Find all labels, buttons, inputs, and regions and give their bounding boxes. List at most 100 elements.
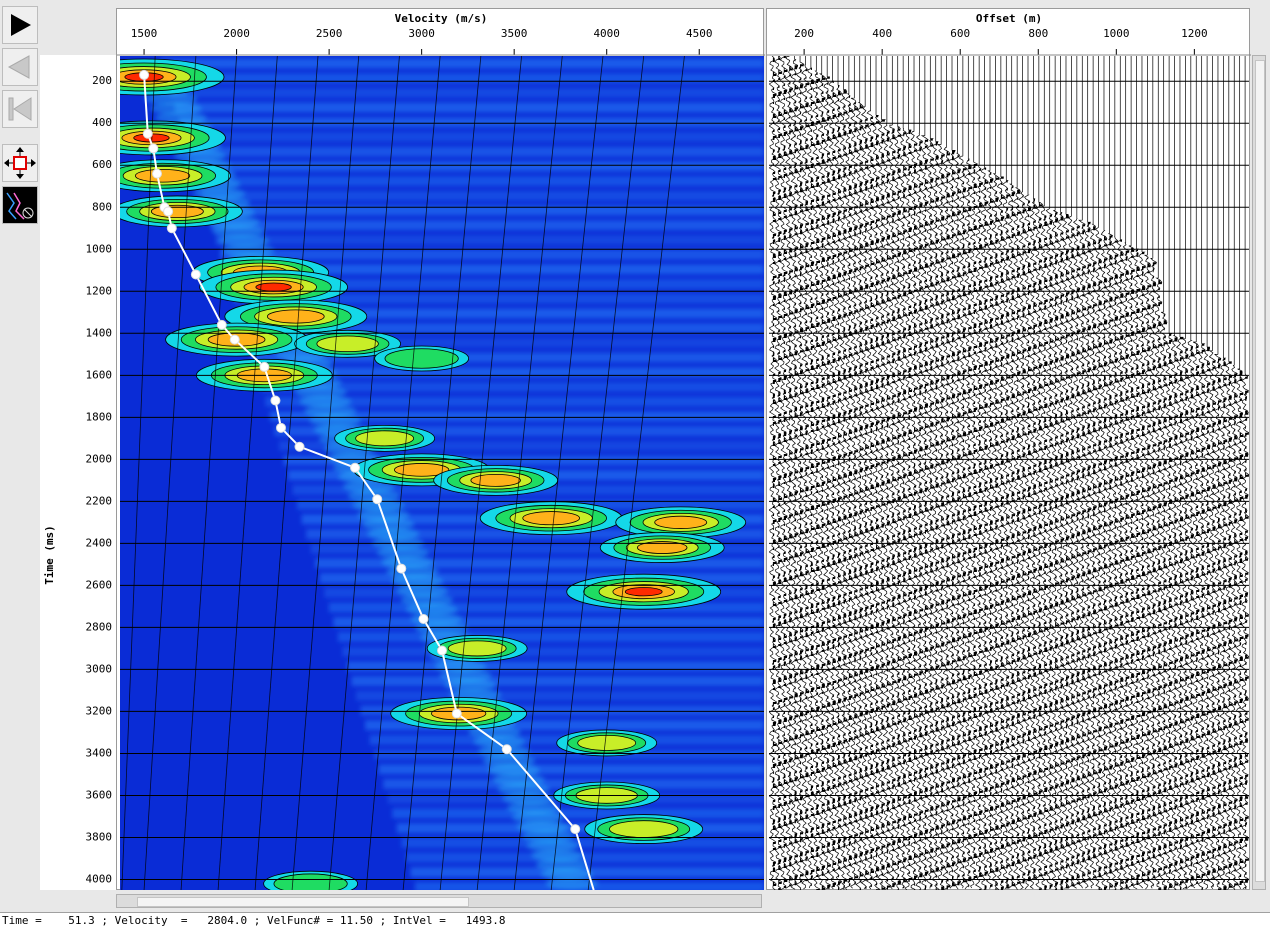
wiggle-trace — [790, 56, 800, 890]
velocity-pick-point[interactable] — [152, 168, 163, 179]
wiggle-trace — [1153, 56, 1163, 890]
semblance-band — [360, 705, 764, 716]
offset-tick-label: 400 — [872, 27, 892, 40]
semblance-contour — [624, 587, 663, 597]
time-tick-label: 2000 — [86, 452, 113, 465]
velocity-pick-point[interactable] — [372, 494, 383, 505]
step-back-icon — [7, 55, 30, 79]
velocity-axis-label: Velocity (m/s) — [395, 12, 488, 25]
velocity-pick-point[interactable] — [259, 361, 270, 372]
play-button[interactable] — [2, 6, 38, 44]
wiggle-trace — [1229, 56, 1239, 890]
velocity-pick-point[interactable] — [142, 128, 153, 139]
skip-to-start-button[interactable] — [2, 90, 38, 128]
gather-chart[interactable]: Offset (m) 200 400 600 800 1000 1200 — [767, 9, 1251, 891]
wiggle-trace — [1012, 56, 1022, 890]
wiggle-trace — [1175, 56, 1185, 890]
cmp-gather-panel[interactable]: Offset (m) 200 400 600 800 1000 1200 — [766, 8, 1251, 891]
velocity-pick-point[interactable] — [350, 462, 361, 473]
velocity-label: Velocity = — [114, 914, 188, 927]
velocity-pick-point[interactable] — [139, 69, 150, 80]
velocity-tick-label: 3000 — [408, 27, 435, 40]
play-triangle-icon — [11, 14, 31, 36]
velocity-pick-point[interactable] — [229, 334, 240, 345]
velocity-pick-point[interactable] — [166, 223, 177, 234]
velocity-pick-point[interactable] — [294, 441, 305, 452]
step-back-button[interactable] — [2, 48, 38, 86]
semblance-band — [365, 720, 764, 731]
velfunc-value: 11.50 — [339, 914, 373, 927]
wiggle-trace — [1072, 56, 1082, 889]
wiggle-trace — [936, 56, 946, 890]
vertical-scroll-thumb[interactable] — [1255, 60, 1265, 882]
vertical-scrollbar[interactable] — [1252, 55, 1266, 890]
semblance-contour — [384, 348, 459, 369]
wiggle-trace — [784, 56, 794, 889]
semblance-band — [356, 690, 764, 701]
wiggle-trace — [1191, 56, 1201, 889]
constant-moveout-lines — [121, 56, 685, 890]
semblance-speckle — [521, 830, 574, 843]
moveout-line — [439, 56, 522, 890]
wiggle-trace — [958, 56, 968, 889]
velocity-semblance-panel[interactable]: Velocity (m/s) 1500 2000 2500 3000 3500 4000 4… — [116, 8, 765, 891]
wiggle-trace — [1126, 56, 1136, 890]
semblance-chart[interactable]: Velocity (m/s) 1500 2000 2500 3000 3500 4000 4… — [117, 9, 765, 891]
semblance-peak — [584, 814, 704, 844]
semblance-speckle — [362, 518, 415, 531]
velocity-pick-point[interactable] — [418, 614, 429, 625]
velocity-picks[interactable] — [139, 69, 581, 835]
wiggle-traces — [769, 56, 1249, 890]
moveout-line — [291, 56, 360, 890]
skip-to-start-icon — [8, 97, 32, 121]
semblance-speckle — [497, 783, 550, 796]
semblance-peak — [120, 195, 243, 228]
time-tick-label: 2400 — [86, 536, 113, 549]
semblance-speckle — [516, 820, 569, 833]
pan-tool-button[interactable] — [2, 144, 38, 182]
semblance-band — [188, 146, 764, 157]
velocity-pick-point[interactable] — [190, 269, 201, 280]
wiggle-trace — [1050, 56, 1060, 890]
semblance-band — [374, 749, 764, 760]
wiggle-trace — [822, 56, 832, 890]
horizontal-scrollbar[interactable] — [116, 894, 762, 908]
semblance-band — [256, 367, 764, 378]
offset-tick-labels: 200 400 600 800 1000 1200 — [794, 27, 1208, 55]
velocity-pick-point[interactable] — [451, 708, 462, 719]
wiggle-trace — [1061, 56, 1071, 889]
semblance-band — [328, 602, 764, 613]
velocity-pick-point[interactable] — [396, 563, 407, 574]
velocity-pick-point[interactable] — [163, 206, 174, 217]
semblance-band — [269, 411, 764, 422]
wiggle-trace — [974, 56, 984, 890]
semblance-band — [346, 661, 764, 672]
velocity-pick-point[interactable] — [570, 824, 581, 835]
velocity-pick-point[interactable] — [437, 645, 447, 656]
velocity-tick-label: 4000 — [593, 27, 620, 40]
semblance-band — [333, 617, 764, 628]
velocity-pick-point[interactable] — [276, 422, 286, 433]
pan-move-icon — [4, 147, 36, 179]
velocity-pick-point[interactable] — [216, 319, 227, 330]
semblance-band — [206, 205, 764, 216]
time-tick-label: 1200 — [86, 284, 113, 297]
moveout-line — [143, 56, 197, 890]
moveout-line — [476, 56, 563, 890]
velocity-pick-button[interactable] — [2, 186, 38, 224]
semblance-band — [283, 455, 764, 466]
time-tick-label: 1600 — [86, 368, 113, 381]
velocity-pick-point[interactable] — [270, 395, 281, 406]
time-tick-label: 2600 — [86, 578, 113, 591]
moveout-line — [254, 56, 319, 890]
velocity-pick-point[interactable] — [148, 143, 159, 154]
offset-tick-label: 200 — [794, 27, 814, 40]
velocity-pick-point[interactable] — [501, 744, 512, 755]
wiggle-trace — [860, 56, 870, 889]
horizontal-scroll-thumb[interactable] — [137, 897, 469, 907]
time-value: 51.3 — [68, 914, 95, 927]
semblance-band — [278, 440, 764, 451]
semblance-band — [179, 117, 764, 128]
semblance-band — [310, 543, 764, 554]
wiggle-trace — [1202, 56, 1212, 890]
